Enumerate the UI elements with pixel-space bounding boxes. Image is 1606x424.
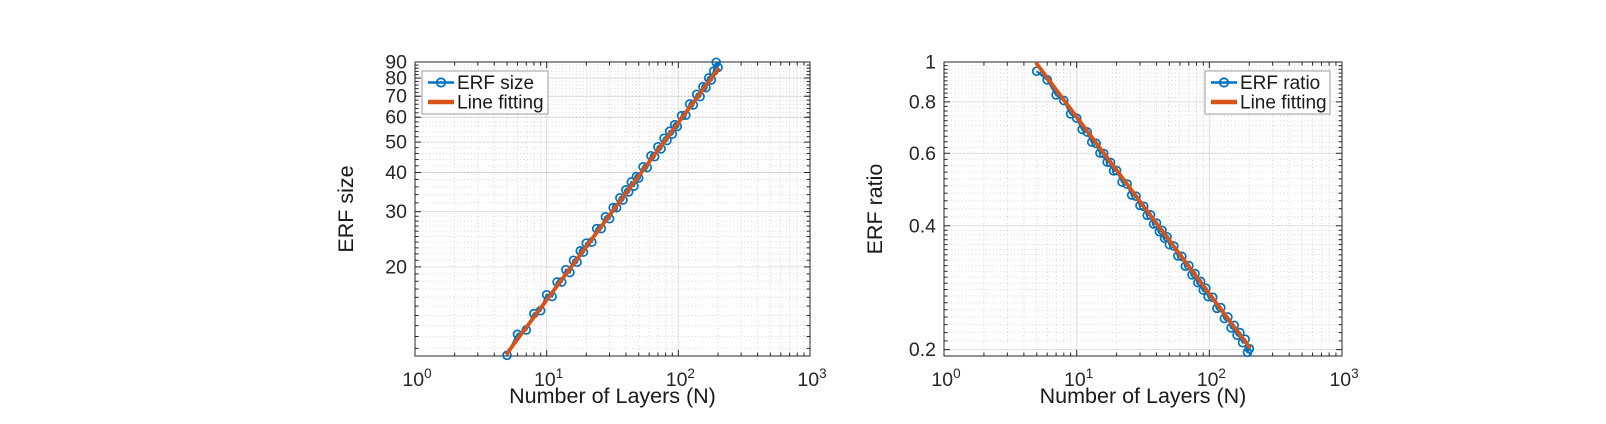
y-tick-label: 90	[385, 52, 407, 74]
y-tick-label: 60	[385, 107, 407, 129]
y-tick-label: 0.2	[909, 339, 936, 361]
legend-entry-label: ERF ratio	[1240, 73, 1320, 94]
fit-line	[505, 67, 720, 356]
data-point-marker	[1098, 148, 1109, 159]
data-point-marker	[711, 57, 722, 68]
erf-ratio-plot: 100 101 102 103 0.2 0.4 0.6 0.8 1 Number of Layer…	[863, 52, 1359, 409]
data-point-marker	[1122, 179, 1132, 189]
data-point-marker	[1091, 138, 1101, 149]
data-point-marker	[1168, 241, 1179, 251]
tick-marks	[414, 61, 811, 356]
data-point-marker	[1195, 276, 1206, 287]
data-point-marker	[1183, 260, 1194, 271]
y-tick-label: 50	[385, 132, 407, 154]
x-tick-label: 100	[402, 366, 431, 391]
y-tick-label: 70	[385, 86, 407, 108]
legend-entry-label: ERF size	[457, 73, 534, 94]
y-tick-label: 30	[385, 201, 407, 223]
x-tick-label: 103	[797, 366, 826, 391]
legend-entry-label: Line fitting	[1240, 93, 1327, 114]
y-tick-label: 80	[385, 68, 407, 90]
x-tick-label: 101	[1064, 366, 1093, 391]
x-tick-label: 102	[1197, 366, 1226, 391]
x-axis-label: Number of Layers (N)	[509, 384, 716, 408]
data-point-marker	[1138, 201, 1149, 212]
data-point-marker	[1151, 218, 1162, 228]
fit-line	[1034, 61, 1252, 349]
x-tick-label: 101	[534, 366, 563, 391]
y-axis-label: ERF size	[334, 165, 358, 252]
y-tick-label: 20	[385, 256, 407, 278]
legend-entry-marker-icon	[1218, 77, 1230, 88]
data-point-marker	[1176, 251, 1187, 262]
y-tick-label: 0.8	[909, 91, 936, 113]
data-point-marker	[1145, 210, 1156, 220]
legend-entry-label: Line fitting	[457, 93, 544, 114]
plot-spine-box	[414, 61, 811, 357]
y-tick-label: 1	[925, 52, 936, 74]
y-tick-label: 0.6	[909, 143, 936, 165]
x-tick-label: 100	[931, 366, 960, 391]
data-point-marker	[1058, 95, 1069, 106]
y-tick-label: 40	[385, 162, 407, 184]
y-tick-label: 0.4	[909, 215, 936, 237]
x-tick-label: 102	[666, 366, 695, 391]
y-axis-label: ERF ratio	[863, 164, 887, 255]
x-axis-label: Number of Layers (N)	[1040, 384, 1247, 408]
data-point-marker	[1105, 157, 1116, 168]
x-tick-label: 103	[1329, 366, 1358, 391]
legend-entry-marker-icon	[435, 77, 447, 88]
data-point-marker	[1131, 191, 1141, 202]
data-point-marker	[1111, 165, 1122, 176]
